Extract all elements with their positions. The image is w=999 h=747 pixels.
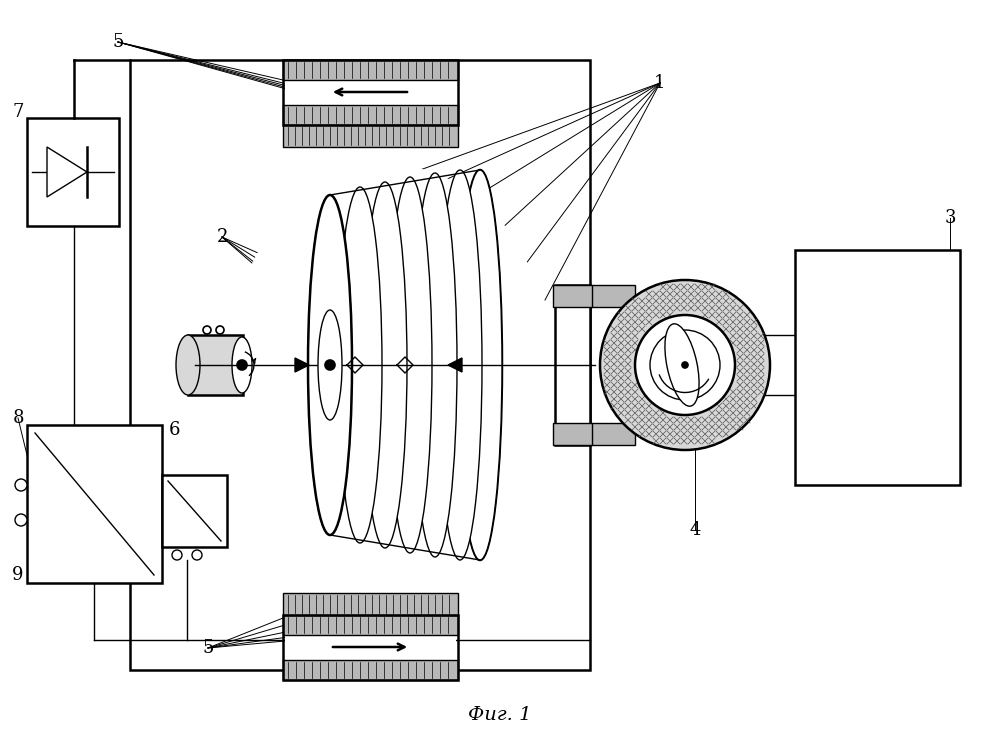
Circle shape	[600, 280, 770, 450]
Polygon shape	[448, 358, 462, 372]
Ellipse shape	[413, 173, 457, 557]
Circle shape	[650, 330, 720, 400]
Circle shape	[216, 326, 224, 334]
Text: 5: 5	[203, 639, 214, 657]
Ellipse shape	[669, 331, 694, 400]
Ellipse shape	[458, 170, 502, 560]
Text: 4: 4	[689, 521, 700, 539]
Bar	[553, 285, 592, 307]
Text: 2: 2	[217, 228, 228, 246]
Bar	[283, 60, 458, 80]
Text: A: A	[440, 344, 451, 359]
Text: Фиг. 1: Фиг. 1	[469, 706, 531, 724]
Text: 1: 1	[654, 74, 665, 92]
Text: 8: 8	[12, 409, 24, 427]
Polygon shape	[295, 358, 309, 372]
Circle shape	[237, 360, 247, 370]
Bar	[590, 423, 635, 445]
Circle shape	[682, 362, 688, 368]
Circle shape	[203, 326, 211, 334]
Bar	[130, 60, 590, 670]
Text: K: K	[325, 344, 335, 359]
Bar	[27, 425, 162, 583]
Bar	[283, 593, 458, 615]
Ellipse shape	[308, 195, 352, 535]
Bar	[285, 635, 456, 660]
Ellipse shape	[318, 310, 342, 420]
Bar	[283, 60, 458, 125]
Bar	[555, 285, 590, 445]
Text: 9: 9	[12, 566, 24, 584]
Bar	[162, 475, 227, 547]
Bar	[27, 118, 119, 226]
Bar	[283, 615, 458, 680]
Bar	[283, 105, 458, 125]
Text: 5: 5	[112, 33, 124, 51]
Circle shape	[15, 479, 27, 491]
Bar	[283, 660, 458, 680]
Ellipse shape	[308, 195, 352, 535]
Ellipse shape	[458, 170, 502, 560]
Ellipse shape	[665, 323, 699, 406]
Text: 3: 3	[944, 209, 956, 227]
Bar	[553, 423, 592, 445]
Bar	[590, 285, 635, 307]
Circle shape	[325, 360, 335, 370]
Bar	[795, 250, 960, 485]
Bar	[188, 335, 243, 395]
Ellipse shape	[338, 187, 382, 543]
Bar	[283, 615, 458, 635]
Bar	[285, 80, 456, 105]
Text: 7: 7	[12, 103, 24, 121]
Polygon shape	[47, 147, 87, 197]
Circle shape	[192, 550, 202, 560]
Bar	[283, 125, 458, 147]
Circle shape	[15, 514, 27, 526]
Ellipse shape	[438, 170, 482, 560]
Ellipse shape	[232, 337, 252, 393]
Circle shape	[635, 315, 735, 415]
Ellipse shape	[230, 165, 550, 565]
Text: 6: 6	[169, 421, 181, 439]
Ellipse shape	[176, 335, 200, 395]
Ellipse shape	[388, 177, 432, 553]
Ellipse shape	[363, 182, 407, 548]
Circle shape	[172, 550, 182, 560]
